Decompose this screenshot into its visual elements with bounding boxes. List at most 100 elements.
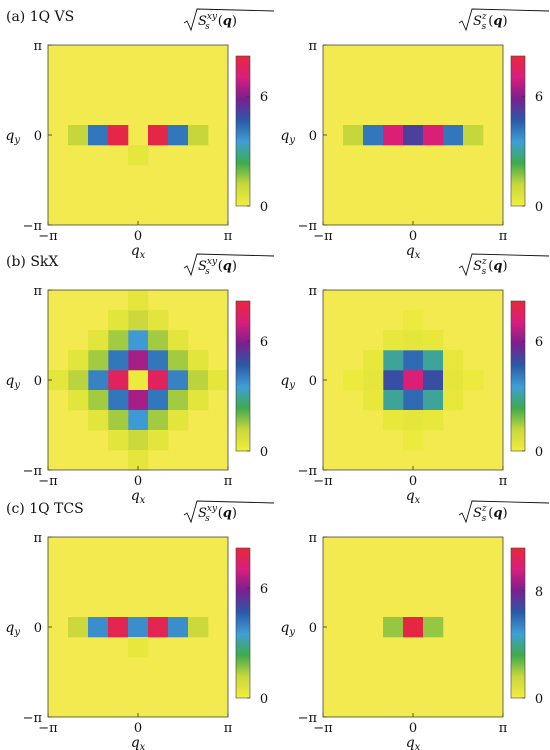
heatmap-cell bbox=[423, 330, 444, 351]
heatmap-cell bbox=[383, 330, 404, 351]
y-axis-label: qy bbox=[280, 620, 295, 638]
heatmap-cell bbox=[168, 350, 189, 371]
heatmap-cell bbox=[403, 310, 424, 331]
y-tick-label: −π bbox=[23, 711, 43, 726]
colorbar-title: Sxy s (q) bbox=[198, 12, 237, 32]
heatmap-cell bbox=[108, 370, 129, 391]
heatmap-cell bbox=[383, 125, 404, 146]
heatmap-cell bbox=[108, 410, 129, 431]
heatmap-cell bbox=[108, 330, 129, 351]
heatmap-cell bbox=[68, 370, 89, 391]
x-tick-label: −π bbox=[313, 721, 333, 736]
heatmap-cell bbox=[88, 125, 109, 146]
heatmap-cell bbox=[148, 350, 169, 371]
colorbar-tick-label: 0 bbox=[260, 445, 268, 460]
heatmap-cell bbox=[148, 390, 169, 411]
colorbar-title: Sxy s (q) bbox=[198, 257, 237, 277]
heatmap-cell bbox=[108, 125, 129, 146]
heatmap-cell bbox=[148, 370, 169, 391]
x-tick-label: 0 bbox=[134, 721, 142, 736]
y-tick-label: −π bbox=[298, 219, 318, 234]
colorbar-tick-label: 6 bbox=[260, 582, 268, 597]
heatmap-cell bbox=[423, 617, 444, 638]
heatmap-cell bbox=[88, 350, 109, 371]
heatmap-cell bbox=[108, 617, 129, 638]
heatmap-cell bbox=[423, 390, 444, 411]
heatmap-cell bbox=[148, 330, 169, 351]
colorbar-tick-label: 6 bbox=[260, 335, 268, 350]
heatmap-cell bbox=[108, 350, 129, 371]
heatmap-cell bbox=[168, 330, 189, 351]
heatmap-cell bbox=[88, 390, 109, 411]
y-tick-label: π bbox=[33, 284, 42, 299]
heatmap-cell bbox=[443, 350, 464, 371]
y-tick-label: 0 bbox=[34, 621, 42, 636]
x-tick-label: 0 bbox=[409, 721, 417, 736]
heatmap-cell bbox=[383, 617, 404, 638]
heatmap-cell bbox=[188, 617, 209, 638]
x-axis-label: qx bbox=[131, 735, 146, 750]
colorbar-tick-label: 0 bbox=[535, 200, 543, 215]
heatmap-cell bbox=[88, 410, 109, 431]
sqrt-symbol bbox=[183, 253, 275, 277]
heatmap-cell bbox=[88, 330, 109, 351]
heatmap-panel-2: −π 0 π π 0 −π qx qy 0 6 Sz s (q) bbox=[280, 8, 550, 261]
y-tick-label: −π bbox=[23, 464, 43, 479]
heatmap-cell bbox=[188, 125, 209, 146]
x-tick-label: −π bbox=[38, 229, 58, 244]
sqrt-symbol bbox=[458, 500, 550, 524]
y-axis-label: qy bbox=[280, 373, 295, 391]
x-tick-label: π bbox=[499, 474, 508, 489]
heatmap-cell bbox=[188, 390, 209, 411]
heatmap-cell bbox=[343, 125, 364, 146]
heatmap-panel-3: −π 0 π π 0 −π qx qy (b) SkX 0 6 Sxy s (q) bbox=[5, 253, 275, 506]
heatmap-cell bbox=[363, 390, 384, 411]
heatmap-cell bbox=[403, 617, 424, 638]
heatmap-cell bbox=[363, 125, 384, 146]
x-axis-label: qx bbox=[131, 243, 146, 261]
y-tick-label: 0 bbox=[309, 129, 317, 144]
sqrt-symbol bbox=[458, 8, 550, 32]
y-tick-label: 0 bbox=[309, 621, 317, 636]
heatmap-cell bbox=[463, 370, 484, 391]
colorbar-tick-label: 8 bbox=[535, 585, 543, 600]
y-tick-label: 0 bbox=[34, 129, 42, 144]
heatmap-panel-4: −π 0 π π 0 −π qx qy 0 6 Sz s (q) bbox=[280, 253, 550, 506]
heatmap-cell bbox=[188, 370, 209, 391]
y-tick-label: π bbox=[308, 531, 317, 546]
heatmap-cell bbox=[128, 350, 149, 371]
x-tick-label: −π bbox=[313, 229, 333, 244]
x-axis-label: qx bbox=[406, 243, 421, 261]
heatmap-cell bbox=[168, 125, 189, 146]
heatmap-cell bbox=[108, 430, 129, 451]
colorbar-tick-label: 0 bbox=[260, 692, 268, 707]
heatmap-cell bbox=[463, 125, 484, 146]
x-axis-label: qx bbox=[131, 488, 146, 506]
heatmap-cell bbox=[443, 370, 464, 391]
sqrt-symbol bbox=[183, 8, 275, 32]
y-tick-label: −π bbox=[298, 464, 318, 479]
colorbar-tick-label: 6 bbox=[535, 90, 543, 105]
heatmap-cell bbox=[128, 617, 149, 638]
heatmap-cell bbox=[128, 450, 149, 471]
y-tick-label: π bbox=[33, 531, 42, 546]
x-axis-label: qx bbox=[406, 488, 421, 506]
y-axis-label: qy bbox=[5, 373, 20, 391]
y-tick-label: −π bbox=[298, 711, 318, 726]
heatmap-cell bbox=[423, 370, 444, 391]
colorbar bbox=[235, 300, 251, 452]
heatmap-cell bbox=[148, 410, 169, 431]
colorbar-tick-label: 0 bbox=[535, 445, 543, 460]
y-tick-label: 0 bbox=[34, 374, 42, 389]
heatmap-cell bbox=[168, 410, 189, 431]
colorbar-tick-label: 0 bbox=[535, 692, 543, 707]
heatmap-cell bbox=[403, 410, 424, 431]
panel-label: (a) 1Q VS bbox=[6, 9, 74, 25]
heatmap-cell bbox=[148, 125, 169, 146]
heatmap-cell bbox=[383, 410, 404, 431]
heatmap-cell bbox=[423, 410, 444, 431]
heatmap-cell bbox=[188, 350, 209, 371]
plot-frame bbox=[322, 536, 504, 718]
heatmap-cell bbox=[423, 125, 444, 146]
sqrt-symbol bbox=[183, 500, 275, 524]
